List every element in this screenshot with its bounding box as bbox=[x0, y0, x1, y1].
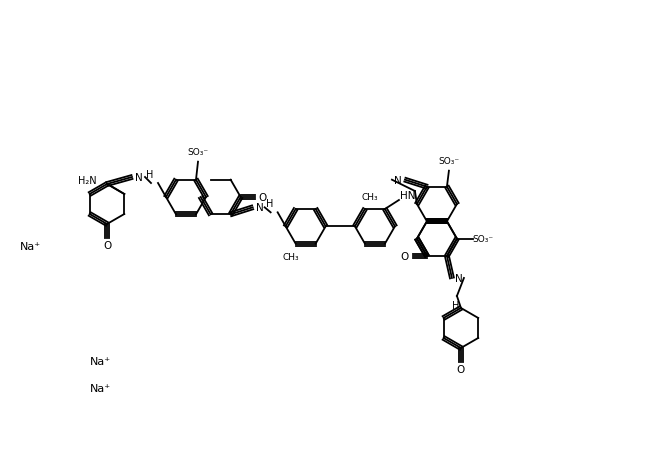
Text: CH₃: CH₃ bbox=[282, 253, 299, 262]
Text: SO₃⁻: SO₃⁻ bbox=[438, 157, 459, 166]
Text: SO₃⁻: SO₃⁻ bbox=[472, 235, 493, 244]
Text: N: N bbox=[394, 175, 402, 185]
Text: O: O bbox=[258, 193, 267, 203]
Text: HN: HN bbox=[400, 190, 416, 200]
Text: H: H bbox=[266, 199, 274, 209]
Text: N: N bbox=[135, 173, 143, 183]
Text: O: O bbox=[457, 364, 465, 374]
Text: H: H bbox=[452, 300, 459, 310]
Text: N: N bbox=[455, 273, 463, 283]
Text: H: H bbox=[146, 169, 153, 179]
Text: O: O bbox=[401, 251, 409, 261]
Text: Na⁺: Na⁺ bbox=[19, 241, 41, 251]
Text: Na⁺: Na⁺ bbox=[90, 356, 111, 366]
Text: CH₃: CH₃ bbox=[362, 192, 378, 201]
Text: SO₃⁻: SO₃⁻ bbox=[187, 148, 208, 157]
Text: H₂N: H₂N bbox=[78, 176, 96, 186]
Text: N: N bbox=[256, 203, 264, 213]
Text: Na⁺: Na⁺ bbox=[90, 383, 111, 393]
Text: O: O bbox=[103, 240, 111, 250]
